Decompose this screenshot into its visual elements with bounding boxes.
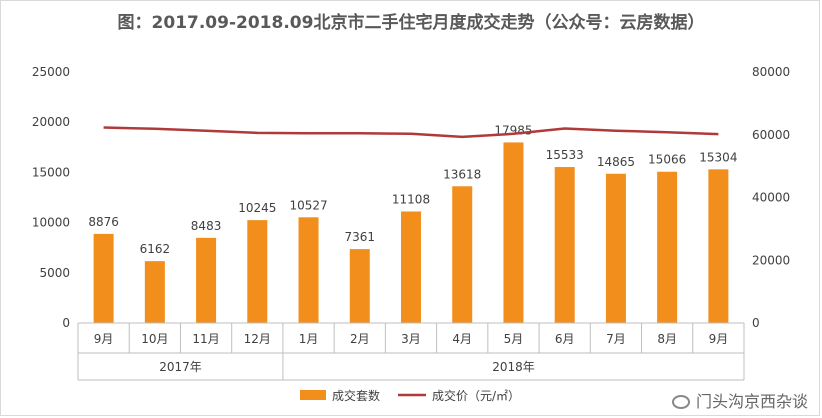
bar-data-label: 13618: [443, 167, 481, 181]
left-axis-tick-label: 15000: [32, 165, 70, 179]
bar-data-label: 8876: [88, 215, 119, 229]
x-category-label: 2月: [350, 332, 370, 346]
x-category-label: 3月: [401, 332, 421, 346]
x-category-label: 4月: [452, 332, 472, 346]
bar: [503, 142, 524, 323]
legend-line-label: 成交价（元/㎡）: [432, 388, 520, 403]
wechat-icon: [671, 395, 690, 409]
x-group-label: 2018年: [492, 360, 535, 374]
price-line: [103, 126, 719, 139]
x-category-label: 6月: [555, 332, 575, 346]
left-axis-tick-label: 10000: [32, 216, 70, 230]
left-axis-tick-label: 0: [62, 316, 70, 330]
bar-data-label: 8483: [191, 219, 222, 233]
bar-data-label: 15066: [648, 153, 686, 167]
x-category-label: 1月: [299, 332, 319, 346]
bar: [349, 249, 370, 323]
bar-data-label: 10527: [289, 198, 327, 212]
x-category-label: 10月: [141, 332, 168, 346]
bar: [196, 237, 217, 323]
bar: [401, 211, 421, 323]
watermark-text: 门头沟京西杂谈: [695, 392, 808, 411]
x-group-label: 2017年: [159, 360, 202, 374]
right-axis-tick-label: 60000: [752, 128, 790, 142]
bar: [247, 220, 268, 323]
left-axis-tick-label: 25000: [32, 65, 70, 79]
watermark: 门头沟京西杂谈: [671, 388, 808, 412]
bar: [708, 169, 729, 323]
bar: [554, 167, 575, 323]
left-axis-tick-label: 20000: [32, 115, 70, 129]
x-category-label: 9月: [709, 332, 729, 346]
bar-data-label: 14865: [597, 155, 635, 169]
bar: [657, 171, 678, 323]
x-category-label: 8月: [657, 332, 677, 346]
right-axis-tick-label: 0: [752, 316, 760, 330]
x-category-label: 7月: [606, 332, 626, 346]
bar: [298, 217, 319, 323]
x-category-label: 11月: [192, 332, 219, 346]
bar: [605, 173, 626, 323]
bar-data-label: 11108: [392, 192, 430, 206]
bar-data-label: 15533: [546, 148, 584, 162]
x-category-label: 5月: [504, 332, 524, 346]
x-category-label: 9月: [94, 332, 114, 346]
right-axis-tick-label: 20000: [752, 253, 790, 267]
bar: [144, 261, 165, 323]
bar-data-label: 7361: [344, 230, 375, 244]
bar-data-label: 10245: [238, 201, 276, 215]
right-axis-tick-label: 40000: [752, 191, 790, 205]
bar: [93, 233, 114, 323]
legend-bar-label: 成交套数: [332, 388, 380, 403]
x-category-label: 12月: [244, 332, 271, 346]
chart-title: 图：2017.09-2018.09北京市二手住宅月度成交走势（公众号：云房数据）: [117, 13, 705, 33]
bar-data-label: 15304: [699, 150, 737, 164]
bar-data-label: 6162: [140, 242, 171, 256]
right-axis-tick-label: 80000: [752, 65, 790, 79]
bar: [452, 186, 473, 323]
legend-bar-swatch: [300, 390, 326, 400]
left-axis-tick-label: 5000: [39, 266, 70, 280]
